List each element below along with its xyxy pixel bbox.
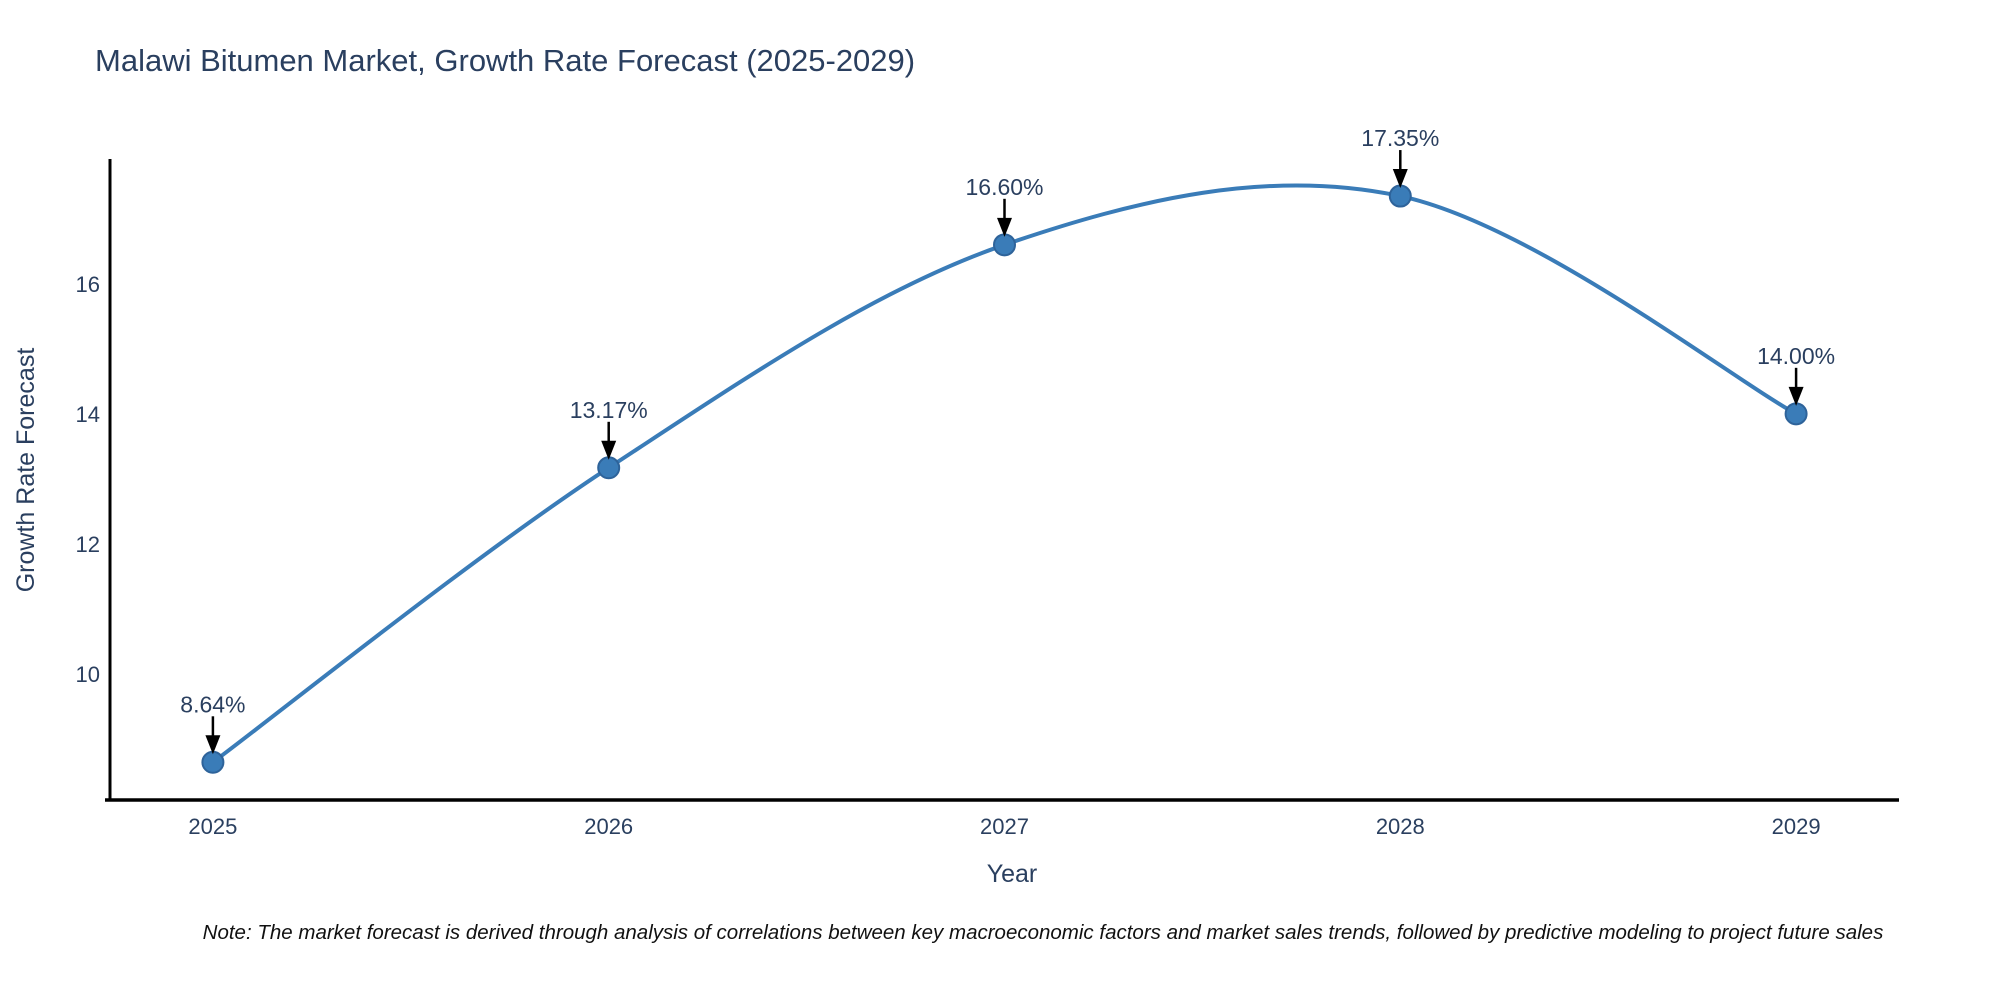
annotation-label: 8.64% — [180, 691, 245, 717]
x-tick-label: 2025 — [188, 814, 237, 839]
y-tick-label: 12 — [76, 532, 100, 557]
y-tick-label: 10 — [76, 662, 100, 687]
x-axis-title: Year — [986, 860, 1038, 888]
annotation-label: 17.35% — [1361, 125, 1439, 151]
data-point-marker — [993, 233, 1016, 257]
y-tick-label: 14 — [76, 402, 100, 427]
annotation-arrowhead — [1392, 169, 1408, 189]
data-point-marker — [201, 750, 225, 774]
forecast-line — [210, 183, 1799, 765]
x-tick-label: 2027 — [980, 814, 1029, 839]
annotation-arrowhead — [205, 735, 221, 755]
annotation-arrowhead — [601, 440, 617, 460]
annotation-arrowhead — [1788, 386, 1804, 406]
data-point-marker — [1784, 402, 1808, 426]
annotation-label: 13.17% — [570, 397, 648, 423]
footnote: Note: The market forecast is derived thr… — [202, 921, 1884, 944]
y-tick-label: 16 — [76, 272, 100, 297]
annotation-arrowhead — [997, 217, 1012, 237]
x-tick-label: 2026 — [584, 814, 633, 839]
y-axis-title: Growth Rate Forecast — [12, 347, 40, 593]
chart-title: Malawi Bitumen Market, Growth Rate Forec… — [95, 43, 916, 78]
annotation-label: 14.00% — [1757, 343, 1835, 369]
annotation-label: 16.60% — [965, 174, 1043, 200]
data-point-marker — [1388, 184, 1412, 208]
data-point-marker — [597, 456, 621, 480]
x-tick-label: 2029 — [1772, 814, 1821, 839]
x-tick-label: 2028 — [1376, 814, 1425, 839]
